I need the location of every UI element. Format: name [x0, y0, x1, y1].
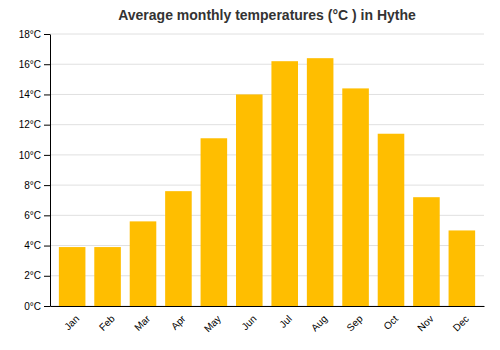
x-tick: Apr — [169, 313, 188, 332]
y-tick: 14°C — [19, 89, 50, 100]
bar — [342, 88, 369, 306]
x-tick-label: Jul — [277, 313, 294, 330]
bar — [130, 221, 157, 306]
bar — [94, 247, 121, 306]
y-tick-label: 16°C — [19, 59, 41, 70]
y-tick-mark — [44, 306, 50, 307]
bar — [378, 134, 405, 306]
y-tick-label: 10°C — [19, 150, 41, 161]
bar — [413, 197, 440, 306]
y-tick: 0°C — [24, 301, 50, 312]
x-tick-label: Aug — [309, 313, 329, 333]
y-tick-label: 14°C — [19, 89, 41, 100]
x-tick: Oct — [381, 313, 400, 332]
y-tick-mark — [44, 64, 50, 65]
x-tick: Sep — [344, 313, 365, 334]
x-tick: Mar — [132, 313, 152, 333]
y-tick-mark — [44, 185, 50, 186]
x-tick: Jul — [277, 313, 294, 330]
x-axis: Jan Feb Mar Apr May Jun Jul Aug Sep Oct Nov Dec — [51, 307, 485, 335]
plot: Jan Feb Mar Apr May Jun Jul Aug Sep Oct Nov Dec 0°C 2… — [19, 29, 485, 335]
x-tick: Dec — [451, 313, 471, 333]
x-tick-label: Feb — [97, 313, 117, 333]
title: Average monthly temperatures (°C ) in Hy… — [118, 7, 416, 23]
x-tick-label: Oct — [381, 313, 400, 332]
y-tick: 10°C — [19, 150, 50, 161]
y-tick: 8°C — [24, 180, 50, 191]
y-tick-label: 0°C — [24, 301, 41, 312]
chart: Jan Feb Mar Apr May Jun Jul Aug Sep Oct Nov Dec 0°C 2… — [0, 0, 500, 350]
y-tick-label: 6°C — [24, 210, 41, 221]
y-tick: 4°C — [24, 240, 50, 251]
y-tick-label: 18°C — [19, 29, 41, 40]
y-tick-mark — [44, 155, 50, 156]
y-axis: 0°C 2°C 4°C 6°C 8°C 10°C 12°C 14°C 16°C 18°C — [19, 29, 51, 312]
y-tick-mark — [44, 276, 50, 277]
axis-line — [51, 306, 485, 307]
y-tick-label: 12°C — [19, 119, 41, 130]
axis-line — [50, 35, 51, 307]
grid-line — [50, 124, 484, 125]
bar — [201, 138, 228, 306]
y-tick-mark — [44, 125, 50, 126]
y-tick-label: 4°C — [24, 240, 41, 251]
y-tick: 16°C — [19, 59, 50, 70]
y-tick-label: 2°C — [24, 270, 41, 281]
bars — [59, 58, 475, 306]
grid-line — [50, 34, 484, 35]
x-tick: May — [202, 313, 223, 334]
grid-line — [50, 64, 484, 65]
bar — [236, 94, 263, 306]
bar — [59, 247, 86, 306]
y-tick: 12°C — [19, 119, 50, 130]
bar — [307, 58, 334, 306]
y-tick-label: 8°C — [24, 180, 41, 191]
y-tick: 18°C — [19, 29, 50, 40]
y-tick-mark — [44, 215, 50, 216]
x-tick: Aug — [309, 313, 329, 333]
x-tick: Jan — [62, 313, 81, 332]
x-tick-label: Jun — [239, 313, 258, 332]
bar — [449, 230, 476, 306]
x-tick-label: Sep — [344, 313, 365, 334]
x-tick: Jun — [239, 313, 258, 332]
y-tick-mark — [44, 34, 50, 35]
x-tick-label: Apr — [169, 313, 188, 332]
x-tick-label: May — [202, 313, 223, 334]
x-tick-label: Dec — [451, 313, 471, 333]
grid-line — [50, 154, 484, 155]
bar — [271, 61, 298, 306]
x-tick: Feb — [97, 313, 117, 333]
y-tick: 2°C — [24, 270, 50, 281]
y-tick-mark — [44, 94, 50, 95]
y-tick-mark — [44, 246, 50, 247]
x-tick-label: Jan — [62, 313, 81, 332]
grid — [50, 34, 484, 306]
y-tick: 6°C — [24, 210, 50, 221]
x-tick-label: Mar — [132, 313, 152, 333]
grid-line — [50, 94, 484, 95]
grid-line — [50, 185, 484, 186]
bar — [165, 191, 192, 306]
x-tick-label: Nov — [415, 313, 435, 333]
x-tick: Nov — [415, 313, 435, 333]
